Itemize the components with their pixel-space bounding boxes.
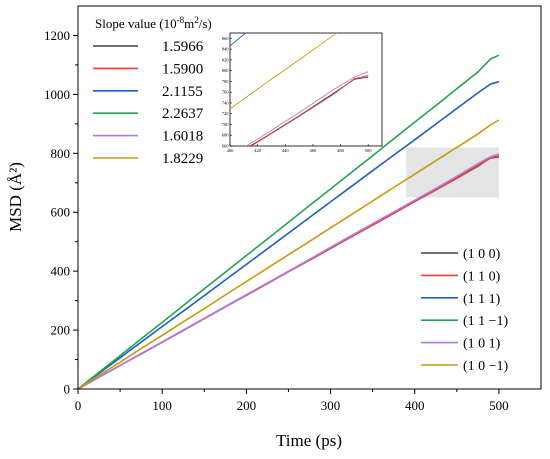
inset-y-ticks: 660 680 700 720 740 760 780 800 820 840 860 <box>222 36 232 149</box>
slope-legend-value: 2.1155 <box>162 84 203 100</box>
y-tick-label: 1000 <box>44 87 70 102</box>
series-legend-label: (1 0 1) <box>463 337 501 352</box>
series-legend-label: (1 1 0) <box>463 269 501 284</box>
series-legend: (1 0 0) (1 1 0) (1 1 1) (1 1 −1) (1 0 1) (1 0… <box>421 247 509 374</box>
series-legend-label: (1 1 1) <box>463 292 501 307</box>
inset-lines <box>230 33 369 146</box>
inset-y-tick-label: 840 <box>222 47 230 52</box>
inset-x-tick-label: 420 <box>254 148 262 153</box>
inset-y-tick-label: 760 <box>222 90 230 95</box>
series-line-3 <box>78 80 500 389</box>
inset-frame <box>229 32 383 147</box>
series-legend-label: (1 0 0) <box>463 247 501 262</box>
inset-y-tick-label: 820 <box>222 57 230 62</box>
inset-y-tick-label: 680 <box>222 133 230 138</box>
y-tick-label: 800 <box>51 146 71 161</box>
slope-legend-value: 2.2637 <box>162 106 204 122</box>
slope-legend-value: 1.8229 <box>162 151 203 167</box>
y-tick-label: 200 <box>51 323 71 338</box>
slope-legend-title: Slope value (10-8m2/s) <box>95 15 212 31</box>
inset-x-tick-label: 440 <box>282 148 290 153</box>
slope-legend-value: 1.6018 <box>162 129 203 145</box>
inset-y-tick-label: 740 <box>222 100 230 105</box>
slope-legend-value: 1.5966 <box>162 39 204 55</box>
y-tick-label: 400 <box>51 264 71 279</box>
inset-series-line-5 <box>245 71 369 146</box>
x-tick-label: 500 <box>489 398 509 413</box>
inset-x-tick-label: 400 <box>227 148 235 153</box>
inset-y-tick-label: 860 <box>222 36 230 41</box>
inset-y-tick-label: 800 <box>222 68 230 73</box>
x-tick-label: 200 <box>237 398 257 413</box>
slope-legend-value: 1.5900 <box>162 61 203 77</box>
main-lines <box>78 54 500 389</box>
x-axis-label: Time (ps) <box>276 431 342 450</box>
slope-legend: Slope value (10-8m2/s) 1.5966 1.5900 2.115… <box>93 15 212 167</box>
y-tick-label: 600 <box>51 205 71 220</box>
y-axis-label: MSD (Å²) <box>6 162 25 232</box>
x-tick-label: 300 <box>321 398 341 413</box>
inset-series-line-6 <box>230 33 338 110</box>
inset-y-tick-label: 780 <box>222 79 230 84</box>
highlight-region <box>406 147 499 198</box>
series-legend-label: (1 1 −1) <box>463 314 509 329</box>
series-legend-label: (1 0 −1) <box>463 359 509 374</box>
inset-y-tick-label: 700 <box>222 122 230 127</box>
series-line-6 <box>78 119 500 389</box>
plot-frame <box>77 5 542 390</box>
inset-series-line-2 <box>250 75 369 146</box>
inset-x-tick-label: 460 <box>310 148 318 153</box>
y-tick-label: 0 <box>64 382 71 397</box>
inset-y-tick-label: 720 <box>222 111 230 116</box>
y-tick-label: 1200 <box>44 28 70 43</box>
x-axis-ticks: 0 100 200 300 400 500 <box>75 389 509 413</box>
y-axis-ticks: 0 200 400 600 800 1000 1200 <box>44 28 78 397</box>
series-line-5 <box>78 153 500 389</box>
series-line-4 <box>78 54 500 389</box>
inset-plot: 400 420 440 460 480 500 660 680 700 720 740 760 780… <box>222 32 383 153</box>
x-tick-label: 400 <box>405 398 425 413</box>
inset-y-tick-label: 660 <box>222 144 230 149</box>
x-tick-label: 0 <box>75 398 82 413</box>
inset-x-ticks: 400 420 440 460 480 500 <box>227 144 373 153</box>
inset-x-tick-label: 500 <box>365 148 373 153</box>
x-tick-label: 100 <box>152 398 172 413</box>
inset-x-tick-label: 480 <box>337 148 345 153</box>
